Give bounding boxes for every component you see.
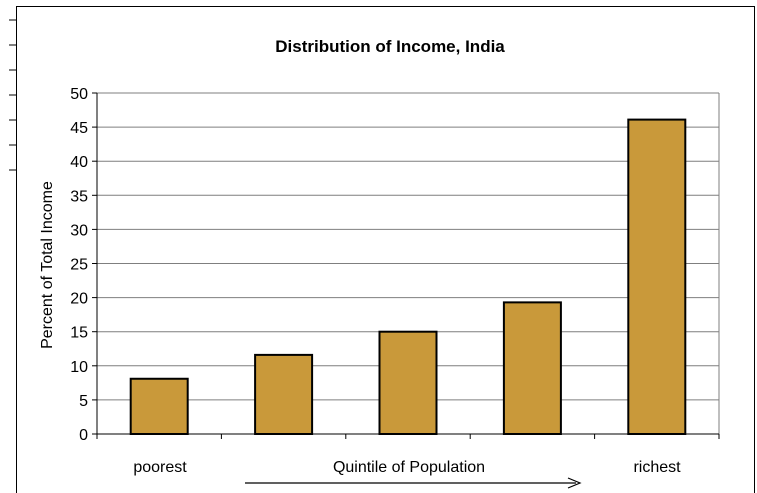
y-tick-label: 30	[70, 222, 88, 239]
y-tick-label: 40	[70, 154, 88, 171]
bar-quintile-4	[502, 301, 562, 435]
y-tick-label: 5	[79, 393, 88, 410]
plot-area: 0 5 10 15 20 25 30 35 40 45 50	[70, 86, 720, 444]
y-tick-label: 10	[70, 359, 88, 376]
x-axis-right-label-richest: richest	[633, 459, 681, 476]
left-edge-tick-marks	[9, 19, 16, 171]
y-tick-label: 45	[70, 120, 88, 137]
bar-quintile-2	[254, 353, 314, 435]
y-tick-label: 0	[79, 427, 88, 444]
bar-quintile-3	[378, 330, 438, 436]
y-tick-label: 20	[70, 291, 88, 308]
direction-arrow	[245, 477, 582, 489]
y-tick-label: 15	[70, 325, 88, 342]
bar-quintile-5	[627, 118, 687, 436]
y-tick-label: 25	[70, 257, 88, 274]
bar-quintile-1	[129, 377, 189, 435]
y-tick-label: 35	[70, 188, 88, 205]
chart-title: Distribution of Income, India	[275, 37, 505, 56]
y-axis-label: Percent of Total Income	[39, 181, 56, 349]
y-tick-label: 50	[70, 86, 88, 103]
chart-frame	[16, 6, 755, 493]
x-axis-left-label-poorest: poorest	[133, 459, 187, 476]
x-axis-label: Quintile of Population	[333, 459, 485, 476]
